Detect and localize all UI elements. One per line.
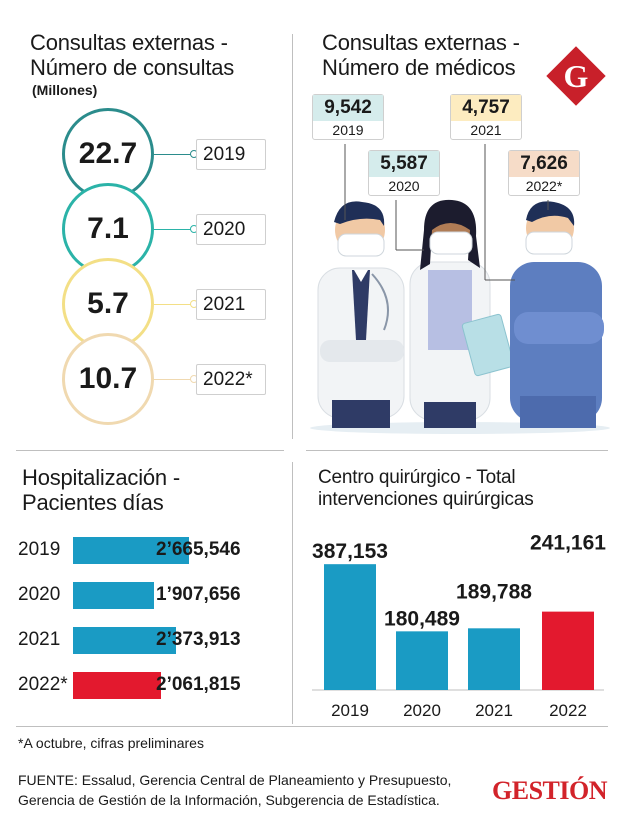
consultas-connector	[154, 229, 194, 230]
consultas-connector	[154, 304, 194, 305]
medicos-card: 7,626 2022*	[508, 150, 580, 196]
medicos-year: 2022*	[525, 178, 563, 194]
medicos-year: 2020	[388, 178, 420, 194]
consultas-year: 2020	[196, 214, 266, 245]
gestion-logo-icon: G	[546, 46, 606, 106]
medicos-value: 9,542	[313, 95, 383, 121]
medicos-year: 2021	[470, 122, 502, 138]
consultas-title-line2: Número de consultas	[30, 55, 235, 80]
hbar-value-label: 2’373,913	[156, 629, 241, 650]
hbar-year-label: 2019	[18, 539, 61, 560]
vbar-category-label: 2022	[549, 701, 587, 720]
source-line1: FUENTE: Essalud, Gerencia Central de Pla…	[18, 772, 452, 788]
hbar-bar	[73, 537, 189, 564]
hospitalizacion-title-line1: Hospitalización -	[22, 465, 181, 490]
vbar-category-label: 2019	[331, 701, 369, 720]
medicos-title-line1: Consultas externas -	[322, 30, 520, 55]
source-line2: Gerencia de Gestión de la Información, S…	[18, 792, 440, 808]
vbar-value-label: 387,153	[312, 540, 388, 563]
medicos-title-line2: Número de médicos	[322, 55, 516, 80]
vbar-bar	[396, 631, 448, 690]
quirurgico-chart: 387,153 2019 180,489 2020 189,788 2021 241,161…	[312, 532, 606, 720]
quirurgico-title-line1: Centro quirúrgico - Total	[318, 467, 516, 488]
vertical-divider	[292, 34, 293, 439]
footer-divider	[16, 726, 608, 727]
medicos-value: 4,757	[451, 95, 521, 121]
medicos-card: 9,542 2019	[312, 94, 384, 140]
doctor-scrubs-icon	[510, 201, 604, 428]
vbar-bar	[324, 564, 376, 690]
hbar-year-label: 2022*	[18, 674, 68, 695]
hospitalizacion-title-line2: Pacientes días	[22, 490, 164, 515]
vbar-value-label: 241,161	[530, 532, 606, 555]
brand-logo: GESTIÓN	[492, 776, 608, 805]
vbar-category-label: 2020	[403, 701, 441, 720]
vbar-bar	[542, 611, 594, 690]
hbar-year-label: 2021	[18, 629, 61, 650]
vbar-category-label: 2021	[475, 701, 513, 720]
hbar-bar	[73, 627, 176, 654]
logo-letter: G	[564, 58, 589, 94]
hbar-value-label: 2’665,546	[156, 539, 241, 560]
doctors-illustration	[310, 199, 610, 434]
hbar-value-label: 1’907,656	[156, 584, 241, 605]
card-connectors	[344, 144, 549, 281]
consultas-year: 2021	[196, 289, 266, 320]
consultas-year: 2019	[196, 139, 266, 170]
footnote: *A octubre, cifras preliminares	[18, 735, 204, 751]
hbar-value-label: 2’061,815	[156, 674, 241, 695]
medicos-card: 5,587 2020	[368, 150, 440, 196]
medicos-card: 4,757 2021	[450, 94, 522, 140]
hbar-bar	[73, 582, 154, 609]
hbar-bar	[73, 672, 161, 699]
medicos-year: 2019	[332, 122, 364, 138]
consultas-circle: 10.7	[62, 333, 154, 425]
vbar-value-label: 189,788	[456, 580, 532, 603]
medicos-value: 5,587	[369, 151, 439, 177]
hbar-year-label: 2020	[18, 584, 61, 605]
quirurgico-title-line2: intervenciones quirúrgicas	[318, 489, 534, 510]
horizontal-divider-left	[16, 450, 284, 451]
vbar-value-label: 180,489	[384, 607, 460, 630]
doctor-male-icon	[317, 201, 405, 428]
source-text: FUENTE: Essalud, Gerencia Central de Pla…	[18, 770, 451, 810]
vbar-bar	[468, 628, 520, 690]
consultas-title-line1: Consultas externas -	[30, 30, 228, 55]
consultas-connector	[154, 154, 194, 155]
vertical-divider-bottom	[292, 462, 293, 724]
doctor-female-icon	[409, 199, 515, 428]
medicos-value: 7,626	[509, 151, 579, 177]
horizontal-divider-right	[306, 450, 608, 451]
consultas-year: 2022*	[196, 364, 266, 395]
consultas-unit: (Millones)	[32, 82, 98, 98]
consultas-connector	[154, 379, 194, 380]
